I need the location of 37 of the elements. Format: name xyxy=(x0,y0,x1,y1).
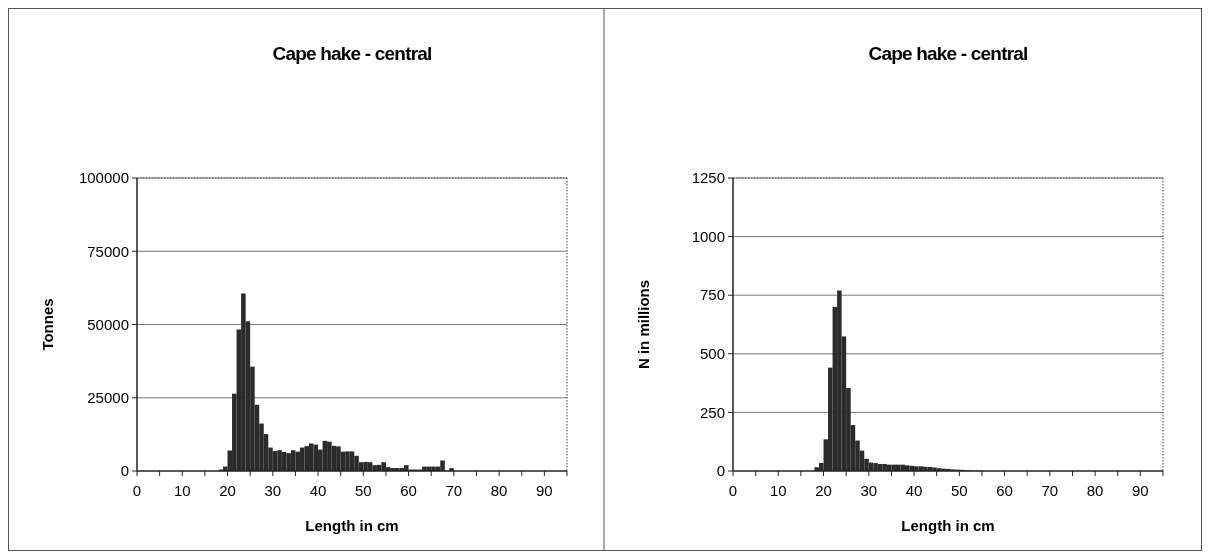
y-tick-label: 1250 xyxy=(691,169,725,187)
x-axis-title: Length in cm xyxy=(305,517,399,534)
x-tick-label: 40 xyxy=(905,482,923,499)
x-tick-label: 10 xyxy=(769,482,787,499)
x-tick-label: 70 xyxy=(1041,482,1059,499)
x-tick-label: 30 xyxy=(264,482,282,499)
x-tick-label: 20 xyxy=(219,482,236,499)
x-tick-label: 80 xyxy=(1086,482,1104,499)
y-tick-label: 0 xyxy=(716,462,725,480)
y-tick-label: 75000 xyxy=(87,242,129,260)
x-tick-label: 0 xyxy=(132,482,142,499)
x-tick-label: 90 xyxy=(1132,482,1149,499)
y-tick-label: 50000 xyxy=(87,315,129,333)
x-axis-title: Length in cm xyxy=(901,517,995,534)
x-tick-label: 40 xyxy=(309,482,327,499)
x-tick-label: 90 xyxy=(536,482,553,499)
x-tick-label: 50 xyxy=(354,482,372,499)
y-tick-label: 0 xyxy=(120,462,129,480)
chart-title: Cape hake - central xyxy=(868,43,1028,64)
y-axis-title: N in millions xyxy=(635,279,652,370)
x-tick-label: 50 xyxy=(950,482,968,499)
x-tick-label: 70 xyxy=(445,482,463,499)
y-tick-label: 500 xyxy=(699,345,725,363)
x-tick-label: 10 xyxy=(173,482,191,499)
x-tick-label: 0 xyxy=(728,482,738,499)
x-tick-label: 60 xyxy=(400,482,417,499)
chart-title: Cape hake - central xyxy=(272,43,432,64)
y-tick-label: 100000 xyxy=(78,169,129,187)
x-tick-label: 30 xyxy=(860,482,878,499)
y-axis-title: Tonnes xyxy=(39,298,56,351)
y-tick-label: 25000 xyxy=(87,389,129,406)
y-tick-label: 750 xyxy=(699,286,725,304)
y-tick-label: 1000 xyxy=(691,227,725,245)
x-tick-label: 20 xyxy=(815,482,832,499)
x-tick-label: 60 xyxy=(996,482,1013,499)
y-tick-label: 250 xyxy=(699,403,725,421)
x-tick-label: 80 xyxy=(490,482,508,499)
